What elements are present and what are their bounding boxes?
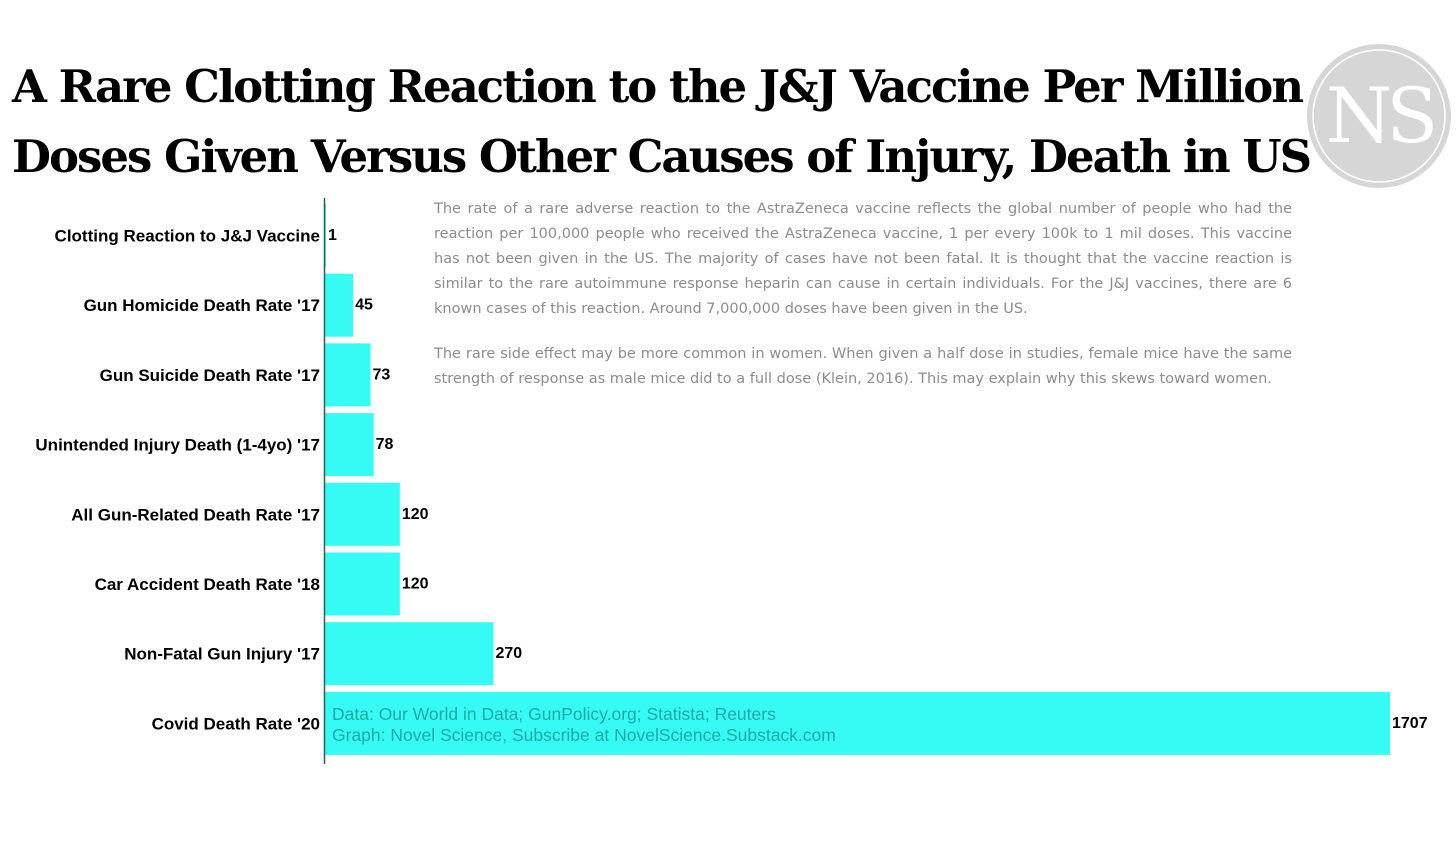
value-label-8: 1707 [1392,715,1428,732]
logo-text: NS [1326,71,1434,160]
category-label-8: Covid Death Rate '20 [152,714,320,733]
novel-science-logo: NS [1307,44,1451,188]
value-label-5: 120 [402,506,429,523]
chart-notes: The rate of a rare adverse reaction to t… [434,197,1292,412]
category-label-1: Clotting Reaction to J&J Vaccine [55,227,320,246]
category-label-2: Gun Homicide Death Rate '17 [84,296,320,315]
bar-8 [325,691,1390,755]
category-label-4: Unintended Injury Death (1-4yo) '17 [35,436,320,455]
bar-5 [325,482,400,546]
logo-circle [1307,44,1451,188]
value-label-4: 78 [376,436,394,453]
value-label-6: 120 [402,576,429,593]
value-label-3: 73 [373,366,391,383]
value-labels-group: 1 45 73 78 120 120 270 1707 [328,227,1428,732]
value-label-1: 1 [328,227,337,244]
bar-2 [325,273,354,337]
category-label-3: Gun Suicide Death Rate '17 [100,366,320,385]
note-paragraph-2: The rare side effect may be more common … [434,346,1292,387]
source-graph-line: Graph: Novel Science, Subscribe at Novel… [332,725,836,745]
note-paragraph-1: The rate of a rare adverse reaction to t… [434,201,1292,317]
source-data-line: Data: Our World in Data; GunPolicy.org; … [332,704,776,724]
bar-1 [325,204,326,267]
logo-ring [1312,49,1446,183]
chart-title-line-2: Doses Given Versus Other Causes of Injur… [12,130,1312,183]
bars-group [325,204,1390,755]
chart-title: A Rare Clotting Reaction to the J&J Vacc… [12,52,1312,192]
value-label-7: 270 [495,645,522,662]
chart-title-line-1: A Rare Clotting Reaction to the J&J Vacc… [12,60,1304,113]
bar-4 [325,413,374,477]
category-label-7: Non-Fatal Gun Injury '17 [124,645,320,664]
source-note: Data: Our World in Data; GunPolicy.org; … [332,704,836,746]
value-label-2: 45 [355,297,373,314]
bar-7 [325,622,494,686]
category-label-5: All Gun-Related Death Rate '17 [71,505,320,524]
category-label-6: Car Accident Death Rate '18 [95,575,320,594]
bar-6 [325,552,400,616]
bar-3 [325,343,371,407]
category-labels-group: Clotting Reaction to J&J Vaccine Gun Homi… [35,227,320,734]
